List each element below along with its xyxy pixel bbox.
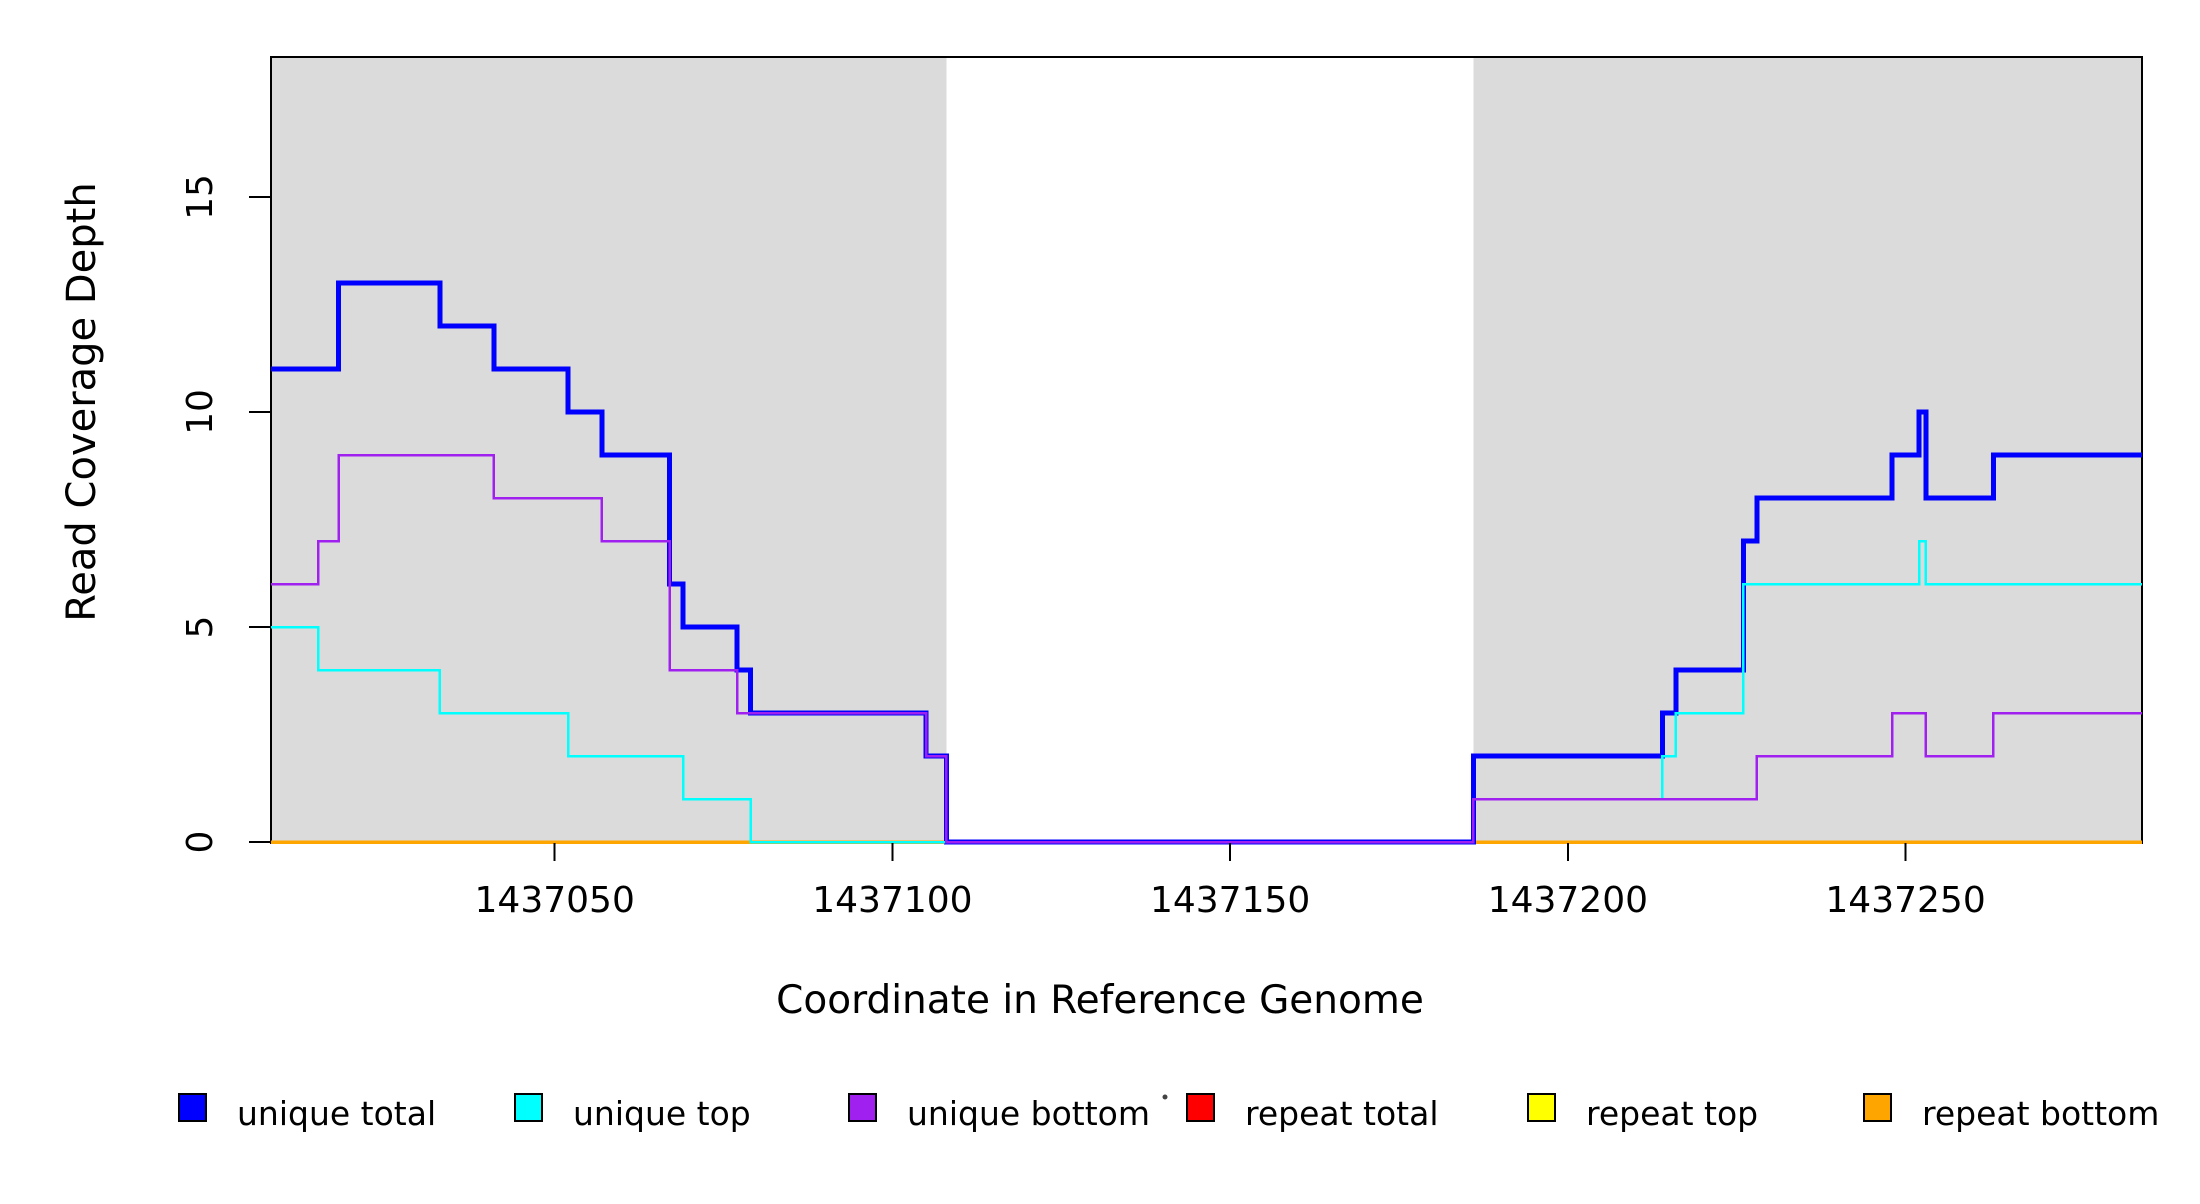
stray-dot	[1162, 1094, 1168, 1100]
shaded-regions	[271, 57, 2142, 843]
y-tick-label: 15	[180, 174, 221, 220]
shaded-band	[271, 57, 947, 843]
x-tick-label: 1437150	[1150, 880, 1310, 921]
y-tick-label: 10	[180, 389, 221, 435]
x-tick-label: 1437050	[475, 880, 635, 921]
legend-label: repeat top	[1586, 1094, 1758, 1133]
y-tick-label: 0	[180, 831, 221, 854]
x-axis-title: Coordinate in Reference Genome	[776, 978, 1424, 1023]
legend-label: unique top	[573, 1094, 751, 1133]
x-tick-label: 1437250	[1825, 880, 1985, 921]
y-axis: 0 5 10 15	[180, 174, 271, 853]
y-axis-title: Read Coverage Depth	[59, 182, 105, 621]
legend-label: repeat bottom	[1922, 1094, 2159, 1133]
legend-swatch-repeat-bottom	[1863, 1093, 1892, 1122]
y-tick-label: 5	[180, 616, 221, 639]
legend-swatch-unique-total	[178, 1093, 207, 1122]
x-tick-label: 1437100	[812, 880, 972, 921]
legend: unique total unique top unique bottom repea…	[178, 1093, 2159, 1133]
legend-swatch-repeat-total	[1186, 1093, 1215, 1122]
series-unique-bottom	[271, 453, 2142, 844]
series-lines	[271, 280, 2142, 845]
shaded-band	[1473, 57, 2142, 843]
legend-swatch-repeat-top	[1527, 1093, 1556, 1122]
legend-label: repeat total	[1245, 1094, 1439, 1133]
legend-swatch-unique-top	[514, 1093, 543, 1122]
x-tick-label: 1437200	[1488, 880, 1648, 921]
legend-label: unique total	[237, 1094, 436, 1133]
legend-swatch-unique-bottom	[848, 1093, 877, 1122]
legend-label: unique bottom	[907, 1094, 1150, 1133]
x-axis: 1437050 1437100 1437150 1437200 1437250	[475, 843, 1986, 921]
